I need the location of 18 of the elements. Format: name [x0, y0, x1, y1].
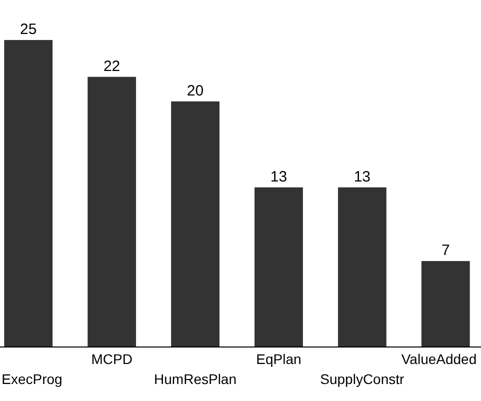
x-tick-label: MCPD	[91, 351, 132, 367]
data-label: 13	[270, 168, 288, 186]
bar	[254, 187, 303, 347]
data-label: 25	[20, 21, 37, 38]
bar	[88, 76, 136, 347]
bar	[421, 261, 470, 347]
bar	[171, 101, 220, 347]
bar	[338, 187, 386, 347]
x-tick-label: HumResPlan	[154, 371, 237, 387]
data-label: 20	[186, 82, 204, 100]
x-tick-label: SupplyConstr	[320, 371, 405, 387]
x-tick-label: ValueAdded	[401, 351, 477, 367]
x-tick-label: EqPlan	[256, 351, 302, 367]
data-label: 22	[103, 58, 120, 75]
data-label: 7	[441, 242, 450, 260]
bar	[4, 40, 53, 347]
x-tick-label: ExecProg	[2, 371, 62, 387]
data-label: 13	[354, 168, 371, 186]
